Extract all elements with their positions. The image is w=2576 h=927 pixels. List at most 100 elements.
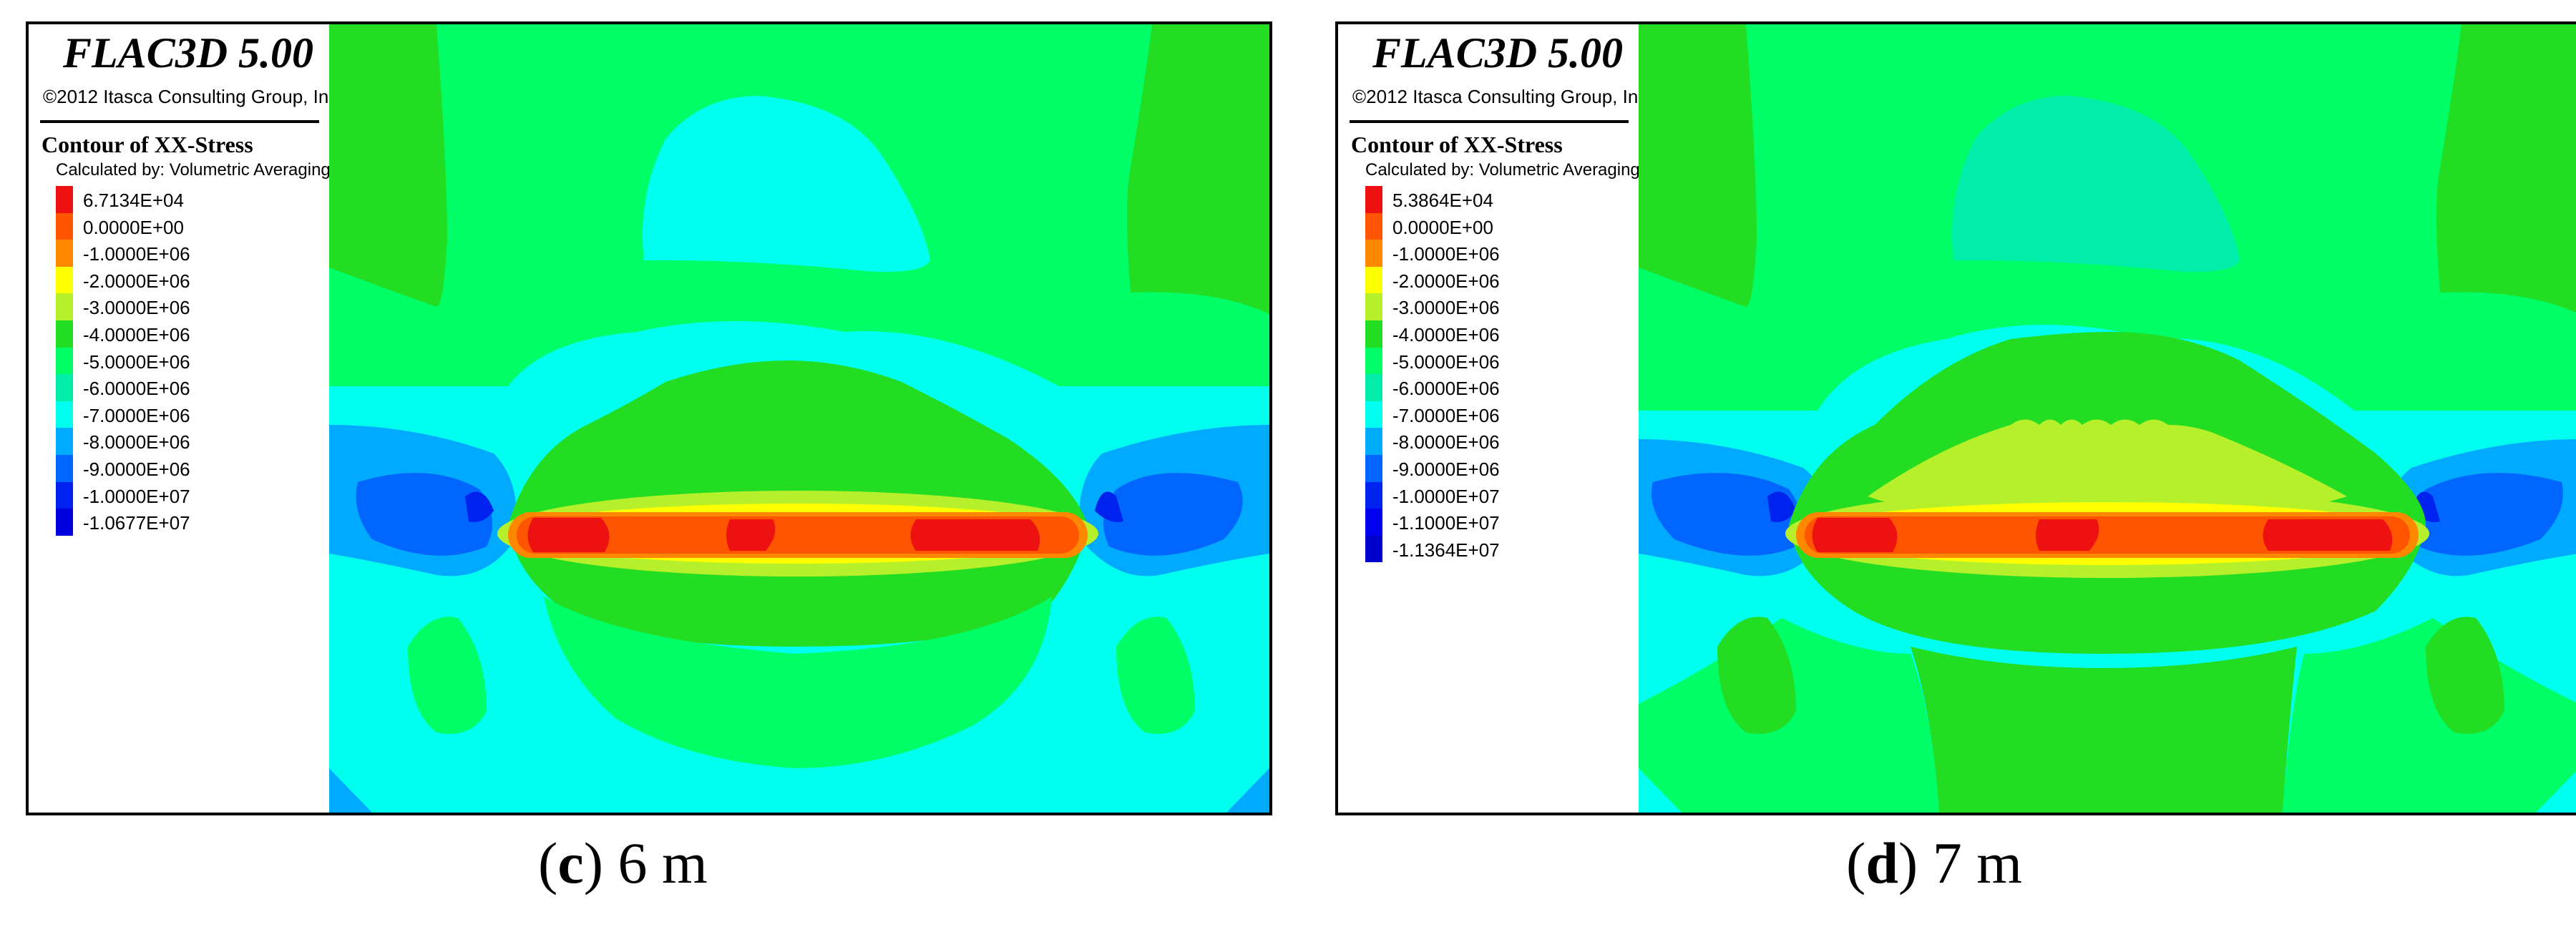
left-dark-zone xyxy=(1652,473,1802,556)
legend-swatch xyxy=(56,240,73,267)
legend-label: -1.1364E+07 xyxy=(1392,539,1500,561)
legend-swatch xyxy=(1365,535,1382,563)
caption-c: (c) 6 m xyxy=(538,830,708,896)
legend-label: -2.0000E+06 xyxy=(1392,270,1500,292)
legend-label: -1.0000E+07 xyxy=(1392,485,1500,507)
top-left-lobe xyxy=(1639,24,1757,307)
legend-swatch xyxy=(1365,374,1382,401)
bottom-green-bubble xyxy=(544,597,1052,768)
left-core xyxy=(1767,491,1796,522)
legend-swatch xyxy=(56,266,73,294)
legend-swatch xyxy=(1365,240,1382,267)
top-dome xyxy=(1952,96,2240,272)
right-core xyxy=(1095,491,1123,522)
caption-d: (d) 7 m xyxy=(1846,830,2023,896)
bottom-left-wedge xyxy=(1639,768,1682,813)
top-right-lobe xyxy=(2436,24,2576,313)
legend-label: -3.0000E+06 xyxy=(83,297,190,319)
stress-contour-plot xyxy=(329,24,1269,813)
legend-swatch xyxy=(1365,481,1382,509)
caption-letter: c xyxy=(557,830,584,896)
legend-label: 0.0000E+00 xyxy=(1392,216,1493,238)
legend-label: -1.0000E+06 xyxy=(83,243,190,265)
legend-divider xyxy=(40,120,319,123)
contour-panel-d: FLAC3D 5.00 ©2012 Itasca Consulting Grou… xyxy=(1335,21,2576,815)
top-right-lobe xyxy=(1127,24,1269,314)
lower-left-lobe xyxy=(1717,617,1796,734)
legend-swatch xyxy=(56,454,73,482)
top-left-lobe xyxy=(329,24,447,307)
legend-label: 0.0000E+00 xyxy=(83,216,184,238)
calculation-method: Calculated by: Volumetric Averaging xyxy=(1365,160,1640,180)
legend-swatch xyxy=(1365,428,1382,455)
legend-label: -8.0000E+06 xyxy=(1392,431,1500,453)
copyright-text: ©2012 Itasca Consulting Group, Inc. xyxy=(43,86,343,107)
legend-label: 6.7134E+04 xyxy=(83,190,184,211)
legend-swatch xyxy=(56,481,73,509)
right-dark-zone xyxy=(1103,473,1243,556)
legend-label: -7.0000E+06 xyxy=(1392,404,1500,426)
legend-swatch xyxy=(56,347,73,375)
bottom-left-wedge xyxy=(329,768,372,813)
red-patch-1 xyxy=(527,518,610,552)
legend-label: -9.0000E+06 xyxy=(1392,458,1500,480)
right-dark-zone xyxy=(2413,473,2563,556)
legend-label: -4.0000E+06 xyxy=(1392,323,1500,345)
legend-label: -3.0000E+06 xyxy=(1392,297,1500,319)
red-patch-1 xyxy=(1812,518,1898,552)
legend-box: FLAC3D 5.00 ©2012 Itasca Consulting Grou… xyxy=(29,24,343,813)
legend-swatch xyxy=(1365,186,1382,213)
legend-swatch xyxy=(56,186,73,213)
legend-label: -5.0000E+06 xyxy=(1392,350,1500,373)
legend-label: -7.0000E+06 xyxy=(83,404,190,426)
legend-swatch xyxy=(1365,212,1382,240)
legend-label: -4.0000E+06 xyxy=(83,323,190,345)
software-title: FLAC3D 5.00 xyxy=(63,29,314,77)
legend-label: -5.0000E+06 xyxy=(83,350,190,373)
legend-swatch xyxy=(1365,266,1382,294)
red-patch-2 xyxy=(726,519,776,551)
legend-box: FLAC3D 5.00 ©2012 Itasca Consulting Grou… xyxy=(1338,24,1653,813)
contour-title: Contour of XX-Stress xyxy=(42,132,253,157)
legend-swatch xyxy=(1365,454,1382,482)
legend-swatch xyxy=(56,320,73,348)
legend-swatch xyxy=(56,401,73,428)
legend-swatch xyxy=(1365,293,1382,320)
software-title: FLAC3D 5.00 xyxy=(1372,29,1624,77)
bottom-right-wedge xyxy=(1226,768,1269,813)
legend-label: -1.0000E+06 xyxy=(1392,243,1500,265)
legend-label: -1.0677E+07 xyxy=(83,512,190,534)
legend-swatch xyxy=(56,212,73,240)
legend-swatch xyxy=(1365,320,1382,348)
red-patch-2 xyxy=(2036,519,2099,551)
legend-label: -1.1000E+07 xyxy=(1392,512,1500,534)
legend-label: -2.0000E+06 xyxy=(83,270,190,292)
stress-contour-plot xyxy=(1639,24,2576,813)
left-dark-zone xyxy=(356,473,492,556)
contour-title: Contour of XX-Stress xyxy=(1351,132,1563,157)
red-patch-3 xyxy=(910,519,1040,551)
lower-left-lobe xyxy=(408,617,487,734)
left-core xyxy=(465,491,494,522)
top-dome xyxy=(643,96,930,272)
caption-value: 6 m xyxy=(603,830,708,896)
legend-label: -9.0000E+06 xyxy=(83,458,190,480)
contour-panel-c: FLAC3D 5.00 ©2012 Itasca Consulting Grou… xyxy=(26,21,1272,815)
legend-swatch xyxy=(56,374,73,401)
panel-core xyxy=(1805,516,2410,554)
copyright-text: ©2012 Itasca Consulting Group, Inc. xyxy=(1352,86,1653,107)
legend-label: 5.3864E+04 xyxy=(1392,190,1493,211)
contour-svg xyxy=(329,24,1269,813)
legend-label: -6.0000E+06 xyxy=(1392,378,1500,400)
legend-label: -8.0000E+06 xyxy=(83,431,190,453)
bottom-right-wedge xyxy=(2536,771,2576,813)
lower-right-lobe xyxy=(2426,617,2504,734)
contour-svg xyxy=(1639,24,2576,813)
legend-divider xyxy=(1350,120,1629,123)
legend-swatch xyxy=(56,509,73,536)
caption-value: 7 m xyxy=(1918,830,2023,896)
lower-right-lobe xyxy=(1116,617,1195,734)
legend-swatch xyxy=(56,428,73,455)
legend-label: -1.0000E+07 xyxy=(83,485,190,507)
red-patch-3 xyxy=(2263,519,2393,551)
